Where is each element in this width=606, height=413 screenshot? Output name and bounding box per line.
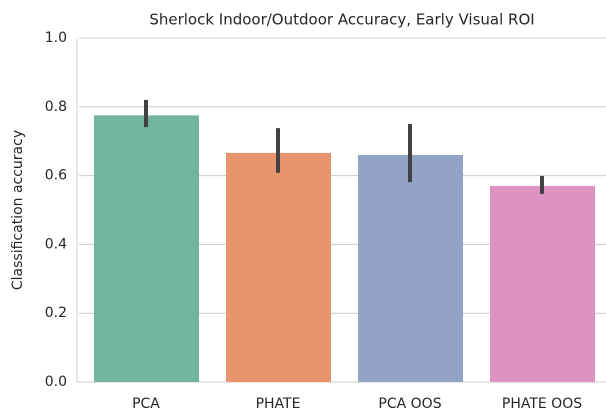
y-tick-label: 1.0: [45, 30, 67, 46]
chart-title: Sherlock Indoor/Outdoor Accuracy, Early …: [149, 11, 534, 29]
bar: [226, 152, 331, 382]
bar: [358, 154, 463, 382]
y-axis-label: Classification accuracy: [10, 130, 26, 290]
x-tick-label: PHATE OOS: [502, 396, 582, 412]
y-tick-label: 0.4: [45, 236, 67, 252]
bar: [94, 115, 199, 383]
y-tick-label: 0.0: [45, 374, 67, 390]
x-tick-label: PHATE: [256, 396, 301, 412]
x-tick-label: PCA: [132, 396, 160, 412]
x-tick-label: PCA OOS: [378, 396, 441, 412]
y-tick-label: 0.2: [45, 305, 67, 321]
bar: [490, 185, 595, 382]
y-tick-label: 0.8: [45, 99, 67, 115]
y-tick-label: 0.6: [45, 168, 67, 184]
